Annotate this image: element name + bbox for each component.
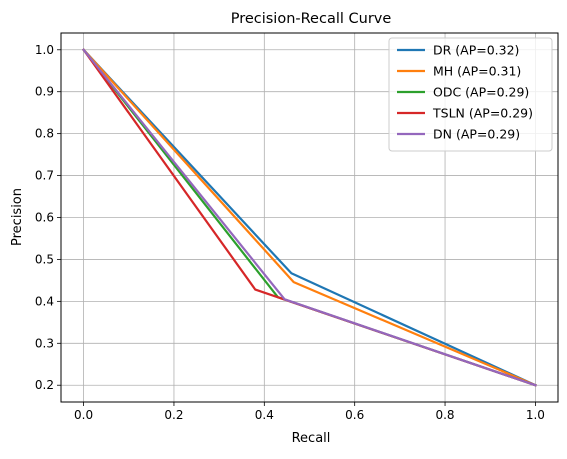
x-tick-label: 0.8 xyxy=(435,408,454,422)
legend-label-3: TSLN (AP=0.29) xyxy=(432,106,533,121)
series-lines xyxy=(82,48,537,387)
legend: DR (AP=0.32) MH (AP=0.31) ODC (AP=0.29) TSL… xyxy=(388,37,553,152)
legend-label-1: MH (AP=0.31) xyxy=(433,64,521,79)
y-tick-label: 0.5 xyxy=(35,252,54,266)
y-tick-label: 0.4 xyxy=(35,294,54,308)
axis-ticks: 0.0 0.2 0.4 0.6 0.8 1.0 0.2 0.3 0.4 0.5 0.6 0.7 0.8 0… xyxy=(35,43,545,422)
y-tick-label: 0.2 xyxy=(35,378,54,392)
legend-label-2: ODC (AP=0.29) xyxy=(433,85,529,100)
x-tick-label: 1.0 xyxy=(526,408,545,422)
y-tick-label: 0.7 xyxy=(35,169,54,183)
x-tick-label: 0.4 xyxy=(255,408,274,422)
legend-box xyxy=(388,37,553,152)
y-tick-label: 0.3 xyxy=(35,336,54,350)
series-line-1 xyxy=(82,48,537,387)
series-line-0 xyxy=(82,48,537,387)
x-axis-label: Recall xyxy=(292,431,331,446)
series-line-4 xyxy=(82,48,537,387)
y-tick-label: 1.0 xyxy=(35,43,54,57)
y-tick-label: 0.9 xyxy=(35,85,54,99)
x-tick-label: 0.2 xyxy=(164,408,183,422)
y-axis-label: Precision xyxy=(10,188,25,246)
chart-title: Precision-Recall Curve xyxy=(231,11,392,27)
legend-label-0: DR (AP=0.32) xyxy=(433,43,519,58)
x-tick-label: 0.0 xyxy=(74,408,93,422)
legend-label-4: DN (AP=0.29) xyxy=(433,127,520,142)
y-tick-label: 0.8 xyxy=(35,127,54,141)
y-tick-label: 0.6 xyxy=(35,211,54,225)
x-tick-label: 0.6 xyxy=(345,408,364,422)
